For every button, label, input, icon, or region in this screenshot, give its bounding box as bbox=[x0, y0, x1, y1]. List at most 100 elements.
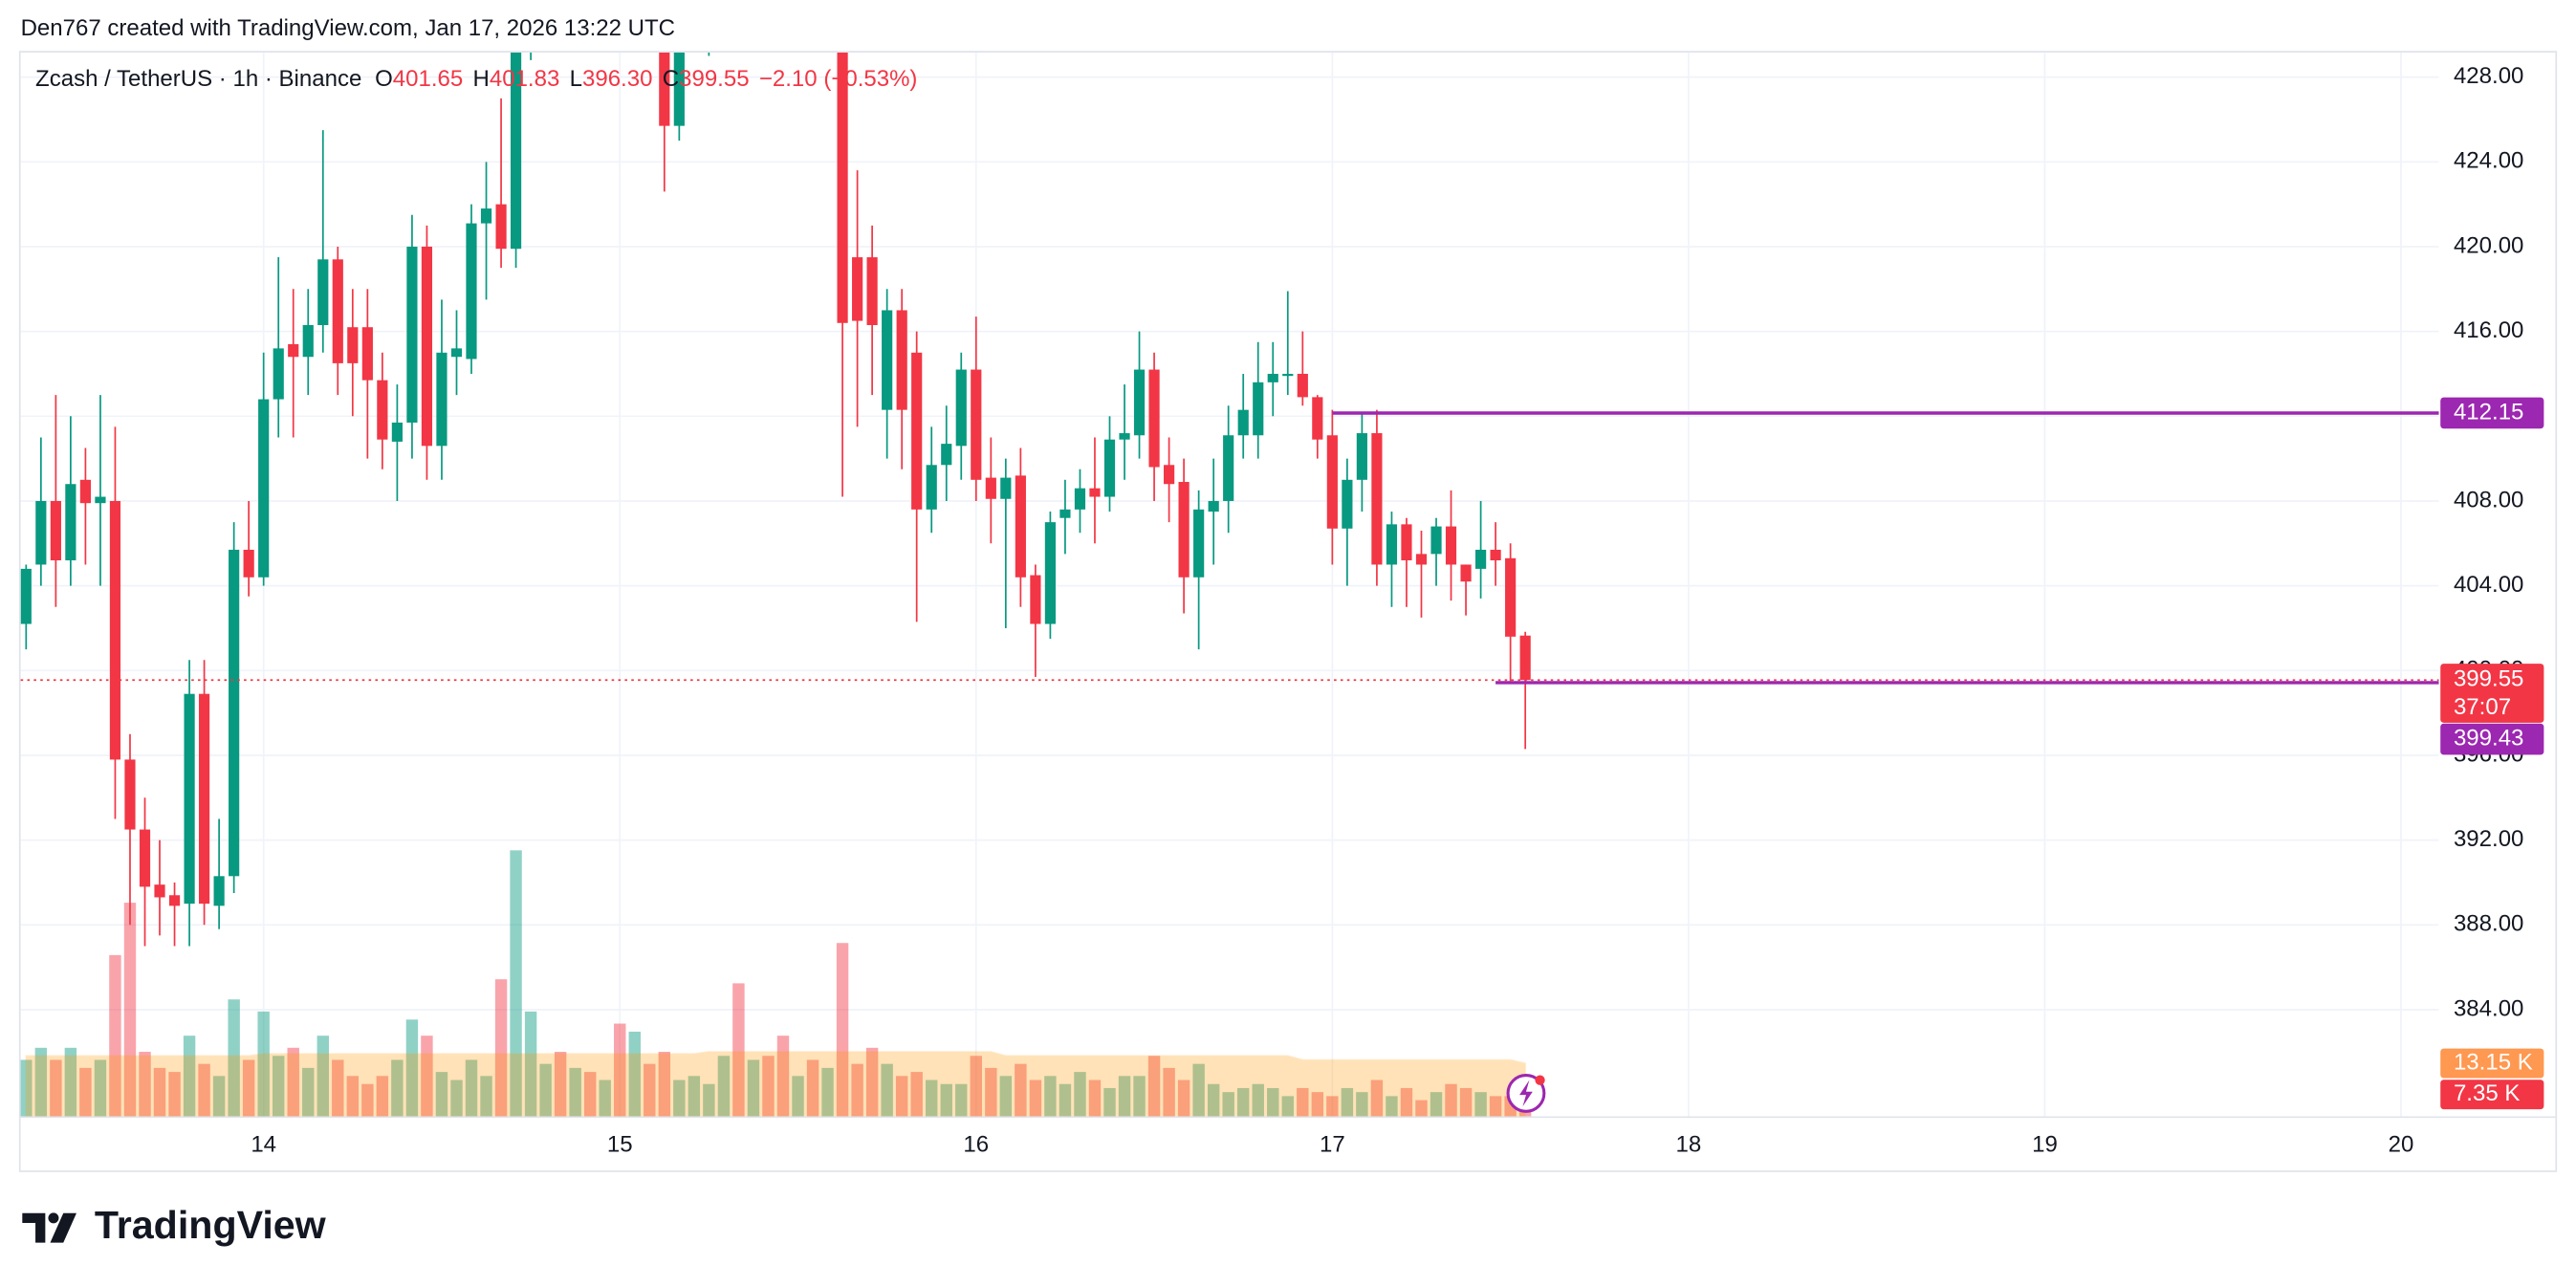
y-tick-label: 428.00 bbox=[2454, 63, 2523, 89]
candle-body bbox=[911, 352, 923, 510]
volume-bar bbox=[955, 1083, 968, 1117]
candle-body bbox=[213, 876, 225, 906]
candle-body bbox=[852, 257, 863, 321]
volume-bar bbox=[1341, 1087, 1354, 1117]
volume-bar bbox=[168, 1072, 181, 1117]
candle-body bbox=[95, 496, 106, 504]
candle-body bbox=[1133, 369, 1146, 436]
candle-body bbox=[1089, 488, 1101, 497]
candle-body bbox=[926, 465, 937, 510]
candle-body bbox=[985, 477, 996, 499]
volume-bar bbox=[1118, 1076, 1131, 1117]
volume-bar bbox=[1147, 1056, 1161, 1117]
candle-body bbox=[139, 829, 151, 887]
candle-body bbox=[1119, 433, 1130, 440]
volume-bar bbox=[1237, 1087, 1250, 1117]
candle-body bbox=[896, 310, 907, 410]
volume-bar bbox=[1074, 1072, 1086, 1117]
candle-body bbox=[302, 324, 314, 358]
volume-bar bbox=[1059, 1083, 1072, 1117]
volume-bar bbox=[346, 1076, 360, 1117]
candle-body bbox=[1490, 549, 1501, 561]
candle-body bbox=[659, 52, 670, 126]
candle-body bbox=[971, 369, 982, 480]
candle-body bbox=[1223, 435, 1234, 501]
ohlc-key: O bbox=[375, 66, 393, 92]
volume-bar bbox=[658, 1052, 671, 1117]
volume-bar bbox=[881, 1063, 893, 1117]
volume-bar bbox=[1474, 1092, 1487, 1117]
volume-bar bbox=[64, 1047, 77, 1117]
candle-body bbox=[258, 399, 270, 578]
volume-bar bbox=[1252, 1083, 1264, 1117]
candle-body bbox=[1401, 524, 1412, 561]
volume-bar bbox=[1222, 1092, 1234, 1117]
candle-body bbox=[1208, 500, 1219, 513]
y-tick-label: 408.00 bbox=[2454, 487, 2523, 513]
candle-body bbox=[1386, 524, 1398, 565]
attribution: Den767 created with TradingView.com, Jan… bbox=[21, 15, 675, 41]
x-tick-label: 16 bbox=[963, 1132, 989, 1158]
volume-bar bbox=[644, 1063, 656, 1117]
candle-body bbox=[1000, 477, 1012, 499]
candle-body bbox=[377, 380, 388, 440]
alert-icon bbox=[1506, 1073, 1546, 1113]
candle-body bbox=[229, 549, 240, 877]
volume-bar bbox=[821, 1067, 834, 1117]
candle-body bbox=[1267, 373, 1278, 382]
y-tick-label: 388.00 bbox=[2454, 911, 2523, 937]
volume-bar bbox=[1281, 1096, 1294, 1117]
candle-body bbox=[1312, 397, 1323, 440]
volume-bar bbox=[1430, 1092, 1443, 1117]
candle-body bbox=[35, 500, 47, 565]
candle-body bbox=[1282, 373, 1294, 377]
volume-bar bbox=[435, 1072, 448, 1117]
candle-body bbox=[79, 479, 91, 504]
candle-body bbox=[1415, 554, 1428, 565]
candle-body bbox=[837, 52, 848, 323]
candle-body bbox=[1253, 382, 1264, 436]
volume-bar bbox=[970, 1056, 983, 1117]
volume-bar bbox=[999, 1076, 1013, 1117]
volume-bar bbox=[747, 1059, 760, 1117]
candle-body bbox=[1193, 509, 1205, 578]
volume-bar bbox=[792, 1076, 804, 1117]
ohlc-key: H bbox=[473, 66, 490, 92]
volume-bar bbox=[198, 1063, 210, 1117]
candle-body bbox=[332, 259, 343, 363]
candle-body bbox=[20, 568, 32, 624]
volume-bar bbox=[1192, 1063, 1205, 1117]
plot-area bbox=[20, 52, 1532, 1117]
ohlc-value: 396.30 bbox=[582, 66, 652, 92]
x-tick-label: 15 bbox=[607, 1132, 633, 1158]
candle-body bbox=[288, 343, 299, 358]
volume-bar bbox=[732, 983, 745, 1117]
volume-bar bbox=[865, 1047, 879, 1117]
price-line-label-box bbox=[2440, 397, 2544, 429]
volume-bar bbox=[361, 1083, 374, 1117]
y-tick-label: 424.00 bbox=[2454, 148, 2523, 174]
volume-bar bbox=[1386, 1096, 1398, 1117]
x-tick-label: 20 bbox=[2389, 1132, 2414, 1158]
y-tick-label: 420.00 bbox=[2454, 232, 2523, 258]
candle-body bbox=[391, 422, 403, 442]
volume-bar bbox=[940, 1083, 952, 1117]
candle-body bbox=[1519, 635, 1531, 681]
price-line-label: 399.43 bbox=[2454, 725, 2523, 751]
volume-bar bbox=[212, 1076, 226, 1117]
last-price-box bbox=[2440, 664, 2544, 723]
volume-bar bbox=[183, 1036, 196, 1117]
volume-bar bbox=[1029, 1080, 1042, 1117]
volume-bar bbox=[1311, 1092, 1324, 1117]
candle-body bbox=[243, 549, 254, 578]
candle-body bbox=[1044, 522, 1056, 624]
volume-bar bbox=[1133, 1076, 1146, 1117]
volume-bar bbox=[94, 1059, 107, 1117]
candle-body bbox=[109, 500, 121, 760]
volume-bar bbox=[257, 1011, 270, 1117]
candle-body bbox=[1356, 433, 1367, 480]
ohlc-value: 401.65 bbox=[393, 66, 463, 92]
volume-bar bbox=[228, 999, 240, 1117]
